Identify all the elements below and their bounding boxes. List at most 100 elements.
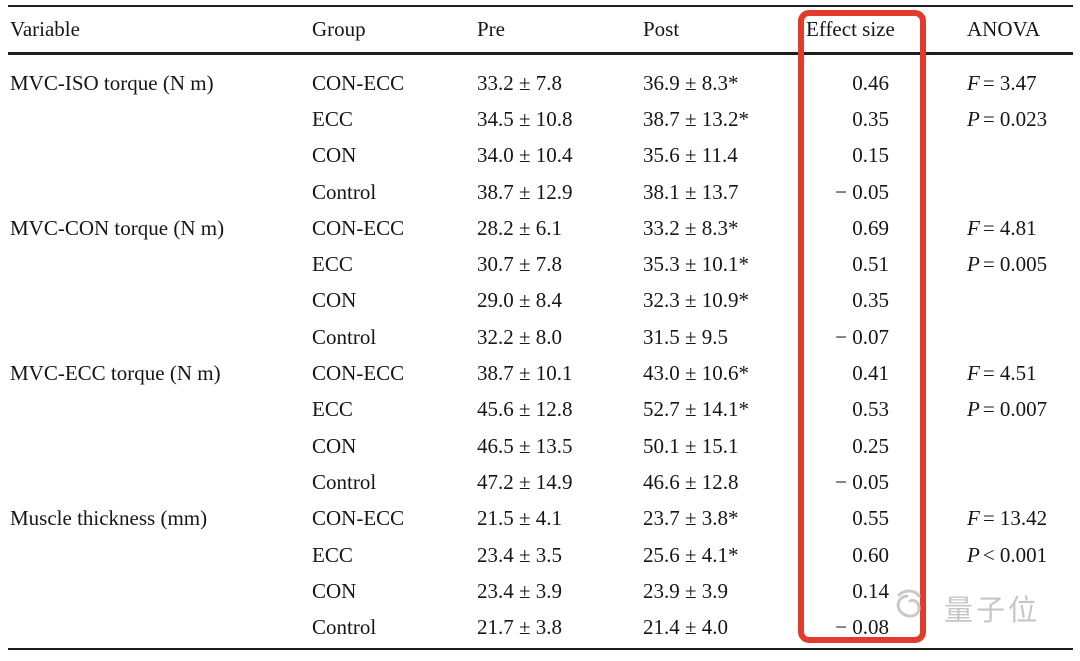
table-body: MVC-ISO torque (N m) CON-ECC 33.2 ± 7.8 … (0, 53, 1080, 646)
anova-p-cell: P = 0.005 (915, 252, 1080, 277)
pre-cell: 23.4 ± 3.9 (477, 578, 563, 603)
effect-size-cell: − 0.07 (835, 324, 889, 349)
anova-f-value: = 4.81 (982, 215, 1037, 240)
pre-cell: 33.2 ± 7.8 (477, 70, 563, 95)
pre-cell: 28.2 ± 6.1 (477, 215, 563, 240)
effect-size-cell: 0.15 (852, 143, 889, 168)
pre-cell: 23.4 ± 3.5 (477, 542, 563, 567)
pre-cell: 46.5 ± 13.5 (477, 433, 573, 458)
anova-p-value: = 0.023 (982, 106, 1048, 131)
effect-size-cell: 0.35 (852, 288, 889, 313)
anova-f-value: = 3.47 (982, 70, 1037, 95)
pre-cell: 34.0 ± 10.4 (477, 143, 573, 168)
post-cell: 52.7 ± 14.1* (643, 397, 750, 422)
post-cell: 50.1 ± 15.1 (643, 433, 739, 458)
header-effect-size: Effect size (806, 16, 895, 41)
anova-p-cell: P < 0.001 (915, 543, 1080, 568)
anova-p-value: = 0.005 (982, 252, 1048, 277)
anova-f-symbol: F (967, 361, 980, 386)
anova-p-value: < 0.001 (982, 542, 1048, 567)
group-cell: Control (312, 469, 377, 494)
pre-cell: 21.7 ± 3.8 (477, 615, 563, 640)
pre-cell: 21.5 ± 4.1 (477, 506, 563, 531)
pre-cell: 34.5 ± 10.8 (477, 106, 573, 131)
effect-size-cell: − 0.05 (835, 179, 889, 204)
post-cell: 43.0 ± 10.6* (643, 361, 750, 386)
watermark-text: 量子位 (944, 595, 1041, 627)
table-header-row: Variable Group Pre Post Effect size ANOV… (0, 6, 1080, 52)
effect-size-cell: 0.53 (852, 397, 889, 422)
table-top-rule (8, 5, 1073, 7)
group-cell: CON (312, 143, 357, 168)
anova-f-cell: F = 3.47 (915, 71, 1080, 96)
effect-size-cell: 0.51 (852, 252, 889, 277)
anova-f-symbol: F (967, 506, 980, 531)
pre-cell: 38.7 ± 10.1 (477, 361, 573, 386)
anova-f-symbol: F (967, 215, 980, 240)
effect-size-cell: 0.14 (852, 578, 889, 603)
post-cell: 32.3 ± 10.9* (643, 288, 750, 313)
group-cell: ECC (312, 397, 353, 422)
effect-size-cell: 0.35 (852, 106, 889, 131)
effect-size-cell: 0.55 (852, 506, 889, 531)
group-cell: CON-ECC (312, 215, 405, 240)
group-cell: ECC (312, 252, 353, 277)
post-cell: 35.6 ± 11.4 (643, 143, 738, 168)
pre-cell: 45.6 ± 12.8 (477, 397, 573, 422)
anova-f-cell: F = 13.42 (915, 506, 1080, 531)
post-cell: 23.7 ± 3.8* (643, 506, 739, 531)
effect-size-cell: − 0.08 (835, 615, 889, 640)
pre-cell: 32.2 ± 8.0 (477, 324, 563, 349)
group-cell: CON (312, 288, 357, 313)
effect-size-cell: 0.46 (852, 70, 889, 95)
effect-size-cell: 0.41 (852, 361, 889, 386)
post-cell: 25.6 ± 4.1* (643, 542, 739, 567)
anova-p-symbol: P (967, 106, 980, 131)
post-cell: 33.2 ± 8.3* (643, 215, 739, 240)
post-cell: 38.7 ± 13.2* (643, 106, 750, 131)
table-header-rule (8, 52, 1073, 55)
post-cell: 31.5 ± 9.5 (643, 324, 729, 349)
header-post: Post (643, 16, 680, 41)
effect-size-cell: 0.60 (852, 542, 889, 567)
group-cell: ECC (312, 106, 353, 131)
post-cell: 38.1 ± 13.7 (643, 179, 739, 204)
anova-p-symbol: P (967, 397, 980, 422)
variable-cell: Muscle thickness (mm) (10, 506, 208, 531)
post-cell: 46.6 ± 12.8 (643, 469, 739, 494)
header-pre: Pre (477, 16, 505, 41)
group-cell: CON (312, 433, 357, 458)
post-cell: 23.9 ± 3.9 (643, 578, 729, 603)
anova-f-value: = 4.51 (982, 361, 1037, 386)
post-cell: 35.3 ± 10.1* (643, 252, 750, 277)
post-cell: 21.4 ± 4.0 (643, 615, 729, 640)
watermark: 量子位 (893, 586, 1040, 630)
group-cell: Control (312, 324, 377, 349)
header-group: Group (312, 16, 366, 41)
variable-cell: MVC-CON torque (N m) (10, 215, 225, 240)
table-bottom-rule (8, 648, 1073, 650)
group-cell: CON-ECC (312, 70, 405, 95)
anova-p-value: = 0.007 (982, 397, 1048, 422)
pre-cell: 30.7 ± 7.8 (477, 252, 563, 277)
group-cell: CON (312, 578, 357, 603)
anova-f-symbol: F (967, 70, 980, 95)
anova-p-symbol: P (967, 542, 980, 567)
group-cell: Control (312, 615, 377, 640)
header-variable: Variable (10, 16, 80, 41)
group-cell: ECC (312, 542, 353, 567)
pre-cell: 38.7 ± 12.9 (477, 179, 573, 204)
qbitai-logo-icon (893, 588, 937, 629)
anova-f-cell: F = 4.81 (915, 216, 1080, 241)
group-cell: CON-ECC (312, 506, 405, 531)
group-cell: CON-ECC (312, 361, 405, 386)
post-cell: 36.9 ± 8.3* (643, 70, 739, 95)
pre-cell: 47.2 ± 14.9 (477, 469, 573, 494)
effect-size-cell: 0.69 (852, 215, 889, 240)
variable-cell: MVC-ECC torque (N m) (10, 361, 221, 386)
anova-p-cell: P = 0.023 (915, 107, 1080, 132)
pre-cell: 29.0 ± 8.4 (477, 288, 563, 313)
anova-f-value: = 13.42 (982, 506, 1048, 531)
group-cell: Control (312, 179, 377, 204)
